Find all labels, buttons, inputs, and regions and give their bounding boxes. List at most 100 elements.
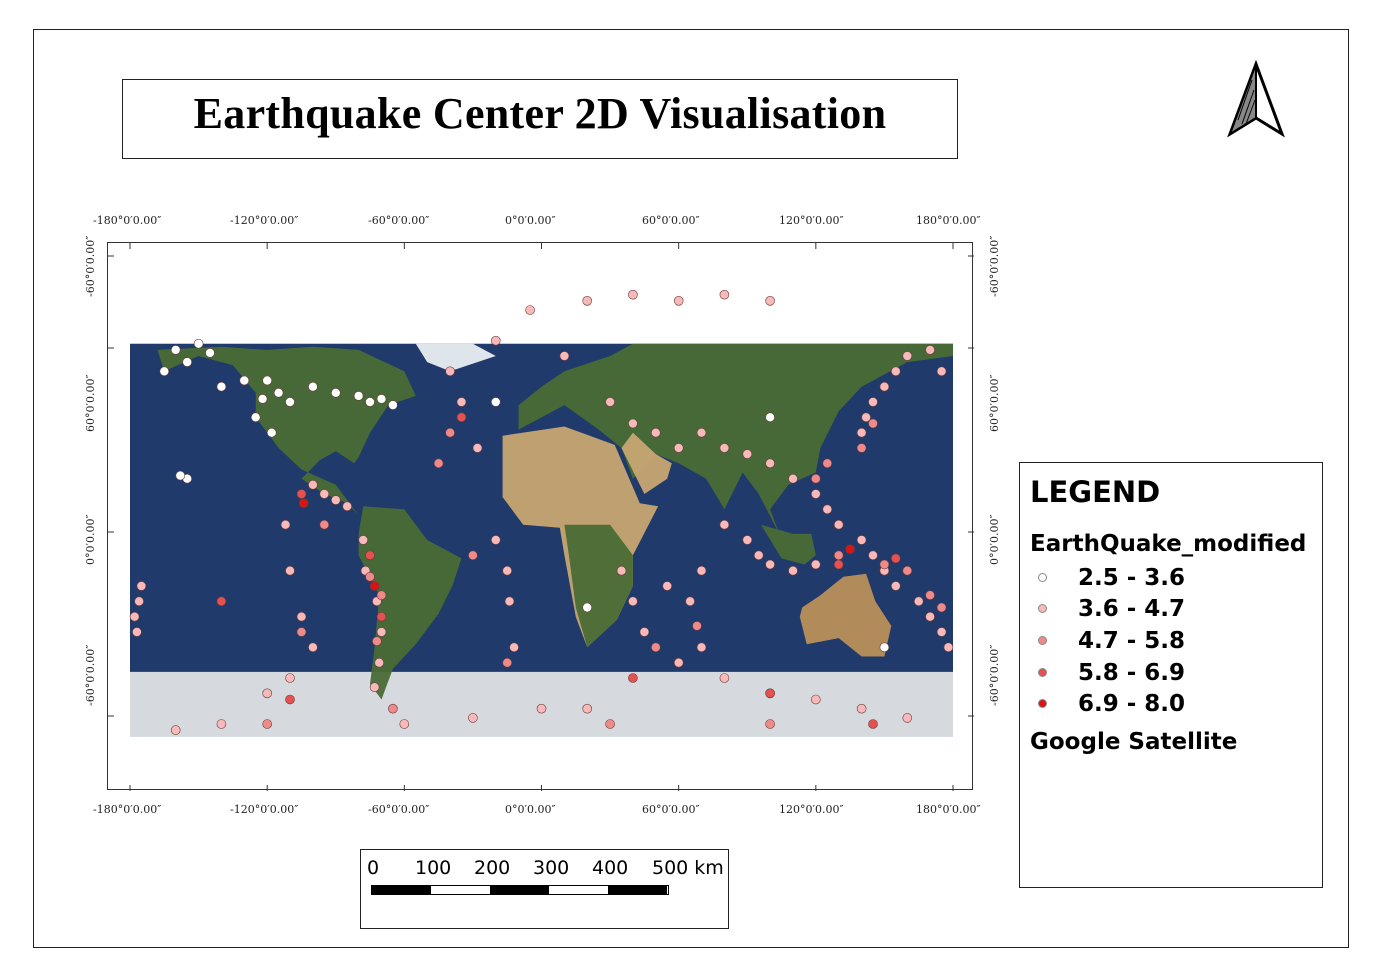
- earthquake-point: [696, 565, 707, 576]
- earthquake-point: [262, 688, 272, 699]
- graticule-label-right: 0°0′0.00″: [988, 514, 1001, 565]
- earthquake-point: [856, 427, 867, 438]
- earthquake-point: [810, 559, 821, 570]
- earthquake-point: [262, 375, 272, 386]
- earthquake-point: [685, 596, 695, 607]
- earthquake-point: [868, 418, 878, 429]
- earthquake-point: [298, 498, 309, 509]
- earthquake-point: [845, 544, 855, 555]
- scale-label: 400: [592, 857, 629, 879]
- earthquake-point: [765, 458, 775, 469]
- earthquake-point: [134, 596, 144, 607]
- earthquake-point: [468, 713, 478, 723]
- earthquake-point: [673, 657, 684, 668]
- earthquake-point: [239, 375, 250, 386]
- earthquake-point: [319, 489, 330, 499]
- earthquake-points: [129, 289, 954, 735]
- earthquake-point: [175, 470, 186, 481]
- earthquake-point: [296, 489, 307, 499]
- world-map[interactable]: [108, 243, 974, 791]
- graticule-label-top: 0°0′0.00″: [505, 214, 556, 227]
- earthquake-point: [456, 397, 467, 407]
- north-america: [157, 346, 416, 516]
- earthquake-point: [639, 627, 650, 637]
- earthquake-point: [650, 427, 661, 438]
- earthquake-point: [868, 397, 878, 407]
- earthquake-point: [285, 673, 295, 683]
- graticule-label-right: -60°0′0.00″: [988, 235, 1001, 297]
- earthquake-point: [159, 366, 170, 377]
- earthquake-point: [788, 473, 798, 484]
- earthquake-point: [628, 289, 638, 300]
- earthquake-point: [833, 559, 844, 570]
- earthquake-point: [509, 642, 519, 653]
- earthquake-point: [868, 550, 878, 561]
- earthquake-point: [616, 565, 627, 576]
- arabia: [621, 432, 672, 494]
- legend-layer-name: EarthQuake_modified: [1030, 531, 1307, 557]
- scale-label: 200: [474, 857, 511, 879]
- earthquake-point: [822, 504, 833, 515]
- earthquake-point: [833, 550, 844, 561]
- earthquake-point: [605, 719, 615, 729]
- south-america: [358, 506, 462, 700]
- graticule-label-bottom: -180°0′0.00″: [93, 803, 162, 816]
- title-box: Earthquake Center 2D Visualisation: [122, 79, 958, 159]
- earthquake-point: [719, 519, 730, 530]
- graticule-label-bottom: -120°0′0.00″: [230, 803, 299, 816]
- earthquake-point: [525, 305, 535, 315]
- graticule-label-right: 60°0′0.00″: [988, 374, 1001, 432]
- earthquake-point: [856, 443, 867, 453]
- earthquake-point: [376, 590, 387, 601]
- legend-swatch: [1038, 604, 1047, 613]
- earthquake-point: [342, 501, 352, 512]
- legend-class-label: 5.8 - 6.9: [1078, 660, 1186, 686]
- earthquake-point: [273, 388, 284, 398]
- earthquake-point: [936, 602, 947, 613]
- map-frame[interactable]: [107, 242, 974, 791]
- earthquake-point: [861, 412, 871, 423]
- earthquake-point: [696, 642, 707, 653]
- earthquake-point: [902, 565, 913, 576]
- earthquake-point: [266, 427, 277, 438]
- earthquake-point: [765, 559, 775, 570]
- earthquake-point: [262, 719, 272, 729]
- earthquake-point: [280, 519, 291, 530]
- scale-label: 300: [533, 857, 570, 879]
- greenland: [415, 343, 496, 372]
- earthquake-point: [250, 412, 261, 423]
- graticule-label-bottom: -60°0′0.00″: [368, 803, 430, 816]
- earthquake-point: [296, 627, 307, 637]
- earthquake-point: [719, 289, 730, 300]
- earthquake-point: [765, 688, 775, 699]
- graticule-label-left: 60°0′0.00″: [84, 374, 97, 432]
- earthquake-point: [170, 345, 181, 355]
- earthquake-point: [536, 703, 547, 714]
- legend-swatch: [1038, 668, 1047, 677]
- earthquake-point: [490, 535, 501, 545]
- earthquake-point: [372, 636, 382, 647]
- earthquake-point: [822, 458, 833, 469]
- earthquake-point: [358, 535, 368, 545]
- graticule-label-top: -180°0′0.00″: [93, 214, 162, 227]
- earthquake-point: [925, 590, 935, 601]
- earthquake-point: [376, 627, 387, 637]
- earthquake-point: [810, 694, 821, 705]
- legend-basemap-label: Google Satellite: [1030, 729, 1238, 755]
- earthquake-point: [628, 596, 638, 607]
- earthquake-point: [182, 357, 192, 367]
- earthquake-point: [719, 673, 730, 683]
- earthquake-point: [388, 400, 398, 410]
- earthquake-point: [468, 550, 478, 561]
- graticule-label-top: -120°0′0.00″: [230, 214, 299, 227]
- earthquake-point: [856, 703, 867, 714]
- legend-swatch: [1038, 573, 1047, 582]
- graticule-label-left: -60°0′0.00″: [84, 235, 97, 297]
- earthquake-point: [810, 473, 821, 484]
- earthquake-point: [765, 295, 775, 306]
- earthquake-point: [285, 397, 295, 407]
- earthquake-point: [319, 519, 330, 530]
- earthquake-point: [369, 581, 380, 591]
- earthquake-point: [936, 366, 947, 377]
- page-frame: [33, 29, 1349, 948]
